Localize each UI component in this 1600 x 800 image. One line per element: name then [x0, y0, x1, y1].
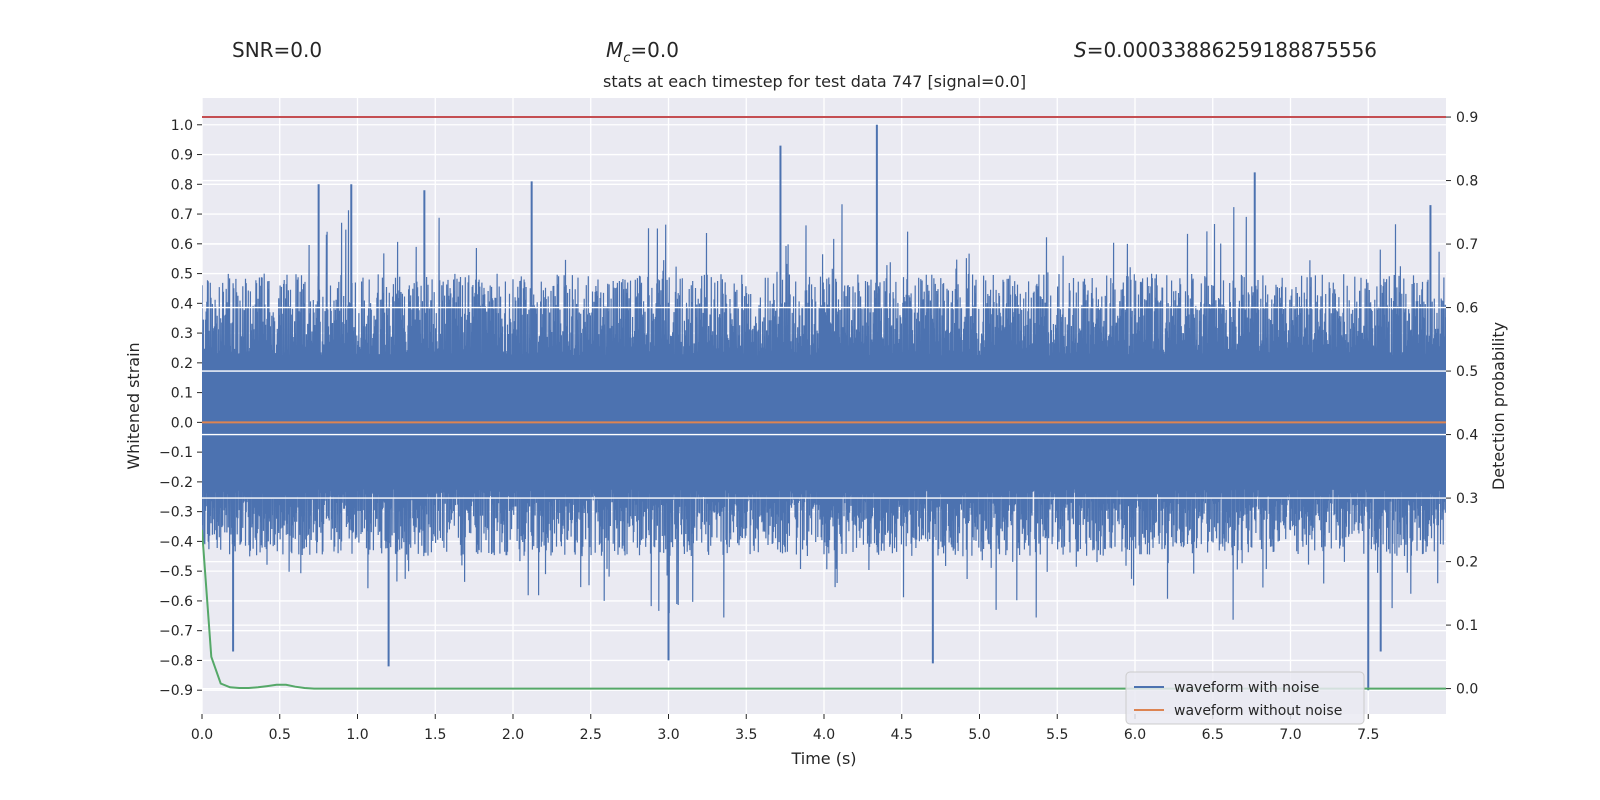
x-tick-label: 3.5	[735, 727, 757, 743]
y-tick-label: 0.1	[171, 386, 193, 402]
y-tick-label: −0.2	[159, 475, 193, 491]
y-tick-label: −0.1	[159, 445, 193, 461]
x-tick-label: 4.5	[891, 727, 913, 743]
y-tick-label: 0.6	[171, 237, 193, 253]
x-tick-label: 2.5	[580, 727, 602, 743]
chart-title: stats at each timestep for test data 747…	[603, 72, 1027, 91]
y2-tick-label: 0.2	[1456, 555, 1478, 571]
y2-tick-label: 0.3	[1456, 491, 1478, 507]
y-tick-label: −0.8	[159, 653, 193, 669]
y2-tick-label: 0.1	[1456, 618, 1478, 634]
x-tick-label: 6.5	[1202, 727, 1224, 743]
legend-entry-label: waveform without noise	[1174, 703, 1342, 719]
y-tick-label: 0.2	[171, 356, 193, 372]
x-tick-label: 0.5	[269, 727, 291, 743]
x-tick-label: 5.0	[968, 727, 990, 743]
snr-label: SNR=0.0	[232, 38, 323, 62]
chirp-mass-symbol: M	[606, 38, 624, 62]
y2-tick-label: 0.6	[1456, 301, 1478, 317]
plot-area	[202, 116, 1446, 691]
y-tick-label: 0.0	[171, 415, 193, 431]
y-tick-label: −0.4	[159, 534, 193, 550]
y-tick-label: −0.5	[159, 564, 193, 580]
x-tick-label: 5.5	[1046, 727, 1068, 743]
y-tick-label: −0.9	[159, 683, 193, 699]
x-axis-label: Time (s)	[790, 749, 856, 768]
y2-tick-label: 0.7	[1456, 237, 1478, 253]
y2-tick-label: 0.8	[1456, 174, 1478, 190]
legend-entry-label: waveform with noise	[1174, 680, 1319, 696]
s-value: =0.00033886259188875556	[1086, 38, 1378, 62]
legend: waveform with noise waveform without nois…	[1125, 671, 1365, 725]
y-tick-label: 0.3	[171, 326, 193, 342]
legend-box	[1125, 671, 1365, 725]
y-tick-label: 0.8	[171, 177, 193, 193]
y-tick-label: 0.5	[171, 267, 193, 283]
y-tick-label: −0.3	[159, 505, 193, 521]
y-tick-label: 0.7	[171, 207, 193, 223]
y-tick-label: −0.7	[159, 624, 193, 640]
y2-tick-label: 0.4	[1456, 428, 1478, 444]
chirp-mass-value: =0.0	[630, 38, 679, 62]
detection-probability-line	[202, 529, 1446, 690]
x-tick-label: 7.5	[1357, 727, 1379, 743]
y-tick-label: −0.6	[159, 594, 193, 610]
x-tick-label: 7.0	[1279, 727, 1301, 743]
chirp-mass-label: Mc=0.0	[606, 38, 679, 66]
x-tick-label: 2.0	[502, 727, 524, 743]
y2-tick-label: 0.5	[1456, 364, 1478, 380]
s-symbol: S	[1074, 38, 1087, 62]
y2-tick-label: 0.9	[1456, 110, 1478, 126]
y-tick-label: 1.0	[171, 118, 193, 134]
x-tick-label: 1.0	[346, 727, 368, 743]
y2-tick-label: 0.0	[1456, 682, 1478, 698]
y-axis-label: Whitened strain	[124, 342, 143, 469]
chirp-mass-subscript: c	[623, 51, 631, 66]
y2-axis-label: Detection probability	[1489, 322, 1508, 490]
x-tick-label: 1.5	[424, 727, 446, 743]
y-tick-label: 0.4	[171, 296, 193, 312]
x-tick-label: 4.0	[813, 727, 835, 743]
y-tick-label: 0.9	[171, 148, 193, 164]
x-tick-label: 3.0	[657, 727, 679, 743]
x-tick-label: 0.0	[191, 727, 213, 743]
s-measure-label: S=0.00033886259188875556	[1074, 38, 1377, 62]
x-tick-label: 6.0	[1124, 727, 1146, 743]
